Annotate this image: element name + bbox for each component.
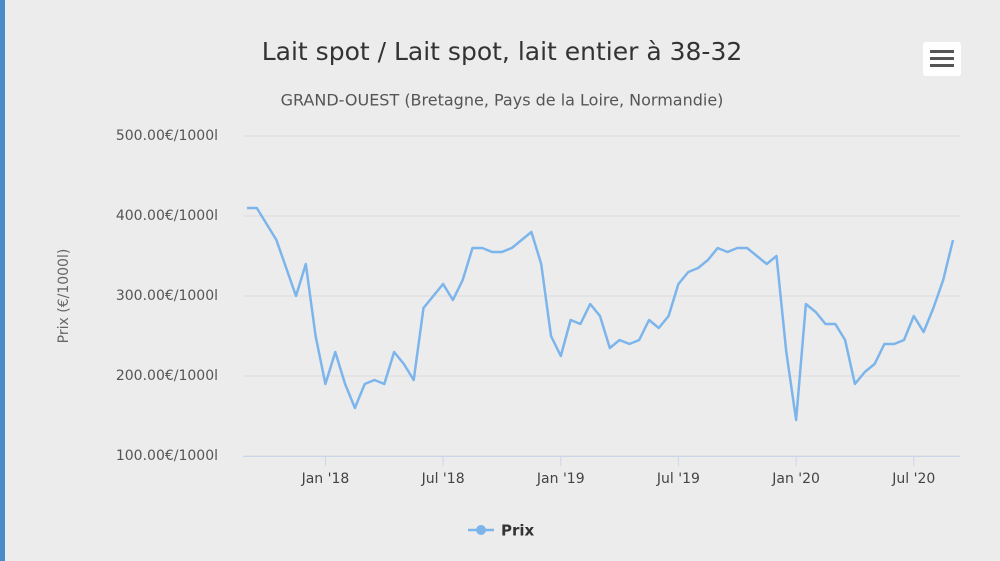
left-border [0,0,5,561]
y-axis-label: Prix (€/1000l) [56,249,72,344]
y-tick-label: 300.00€/1000l [116,288,218,304]
y-tick-label: 200.00€/1000l [116,368,218,384]
legend-label: Prix [501,522,535,540]
x-tick-label: Jan '18 [301,471,350,487]
menu-button[interactable] [923,42,961,76]
x-tick-label: Jul '19 [656,471,700,487]
x-tick-label: Jul '20 [891,471,935,487]
x-tick-label: Jan '19 [536,471,585,487]
x-tick-label: Jul '18 [421,471,465,487]
line-series [247,206,955,422]
legend-marker [476,525,486,535]
x-tick-label: Jan '20 [771,471,820,487]
chart-subtitle: GRAND-OUEST (Bretagne, Pays de la Loire,… [281,91,724,110]
y-tick-label: 100.00€/1000l [116,448,218,464]
y-tick-label: 500.00€/1000l [116,128,218,144]
y-tick-label: 400.00€/1000l [116,208,218,224]
chart-title: Lait spot / Lait spot, lait entier à 38-… [262,37,743,66]
